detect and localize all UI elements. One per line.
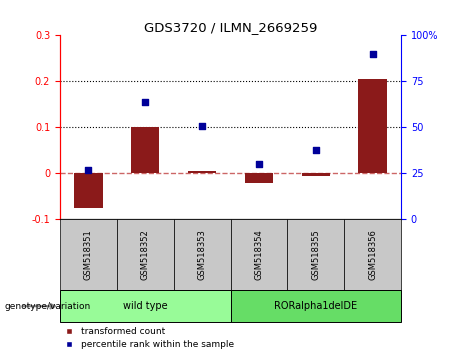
Bar — [287, 219, 344, 290]
Bar — [131, 127, 160, 173]
Title: GDS3720 / ILMN_2669259: GDS3720 / ILMN_2669259 — [144, 21, 317, 34]
Bar — [344, 219, 401, 290]
Text: genotype/variation: genotype/variation — [5, 302, 91, 311]
Text: GSM518355: GSM518355 — [311, 229, 320, 280]
Point — [85, 167, 92, 173]
Text: GSM518353: GSM518353 — [198, 229, 207, 280]
Bar — [245, 173, 273, 183]
Bar — [174, 219, 230, 290]
Point — [312, 147, 319, 152]
Text: GSM518356: GSM518356 — [368, 229, 377, 280]
Bar — [74, 173, 102, 208]
Text: GSM518352: GSM518352 — [141, 229, 150, 280]
Bar — [60, 290, 230, 322]
Point — [198, 123, 206, 129]
Text: GSM518354: GSM518354 — [254, 229, 263, 280]
Text: GSM518351: GSM518351 — [84, 229, 93, 280]
Bar — [230, 219, 287, 290]
Bar — [117, 219, 174, 290]
Bar — [188, 171, 216, 173]
Bar — [230, 290, 401, 322]
Bar — [358, 79, 387, 173]
Point — [255, 161, 263, 167]
Text: wild type: wild type — [123, 301, 167, 311]
Point — [369, 51, 376, 57]
Bar — [301, 173, 330, 176]
Point — [142, 99, 149, 104]
Bar — [60, 219, 117, 290]
Text: RORalpha1delDE: RORalpha1delDE — [274, 301, 357, 311]
Legend: transformed count, percentile rank within the sample: transformed count, percentile rank withi… — [60, 327, 234, 349]
